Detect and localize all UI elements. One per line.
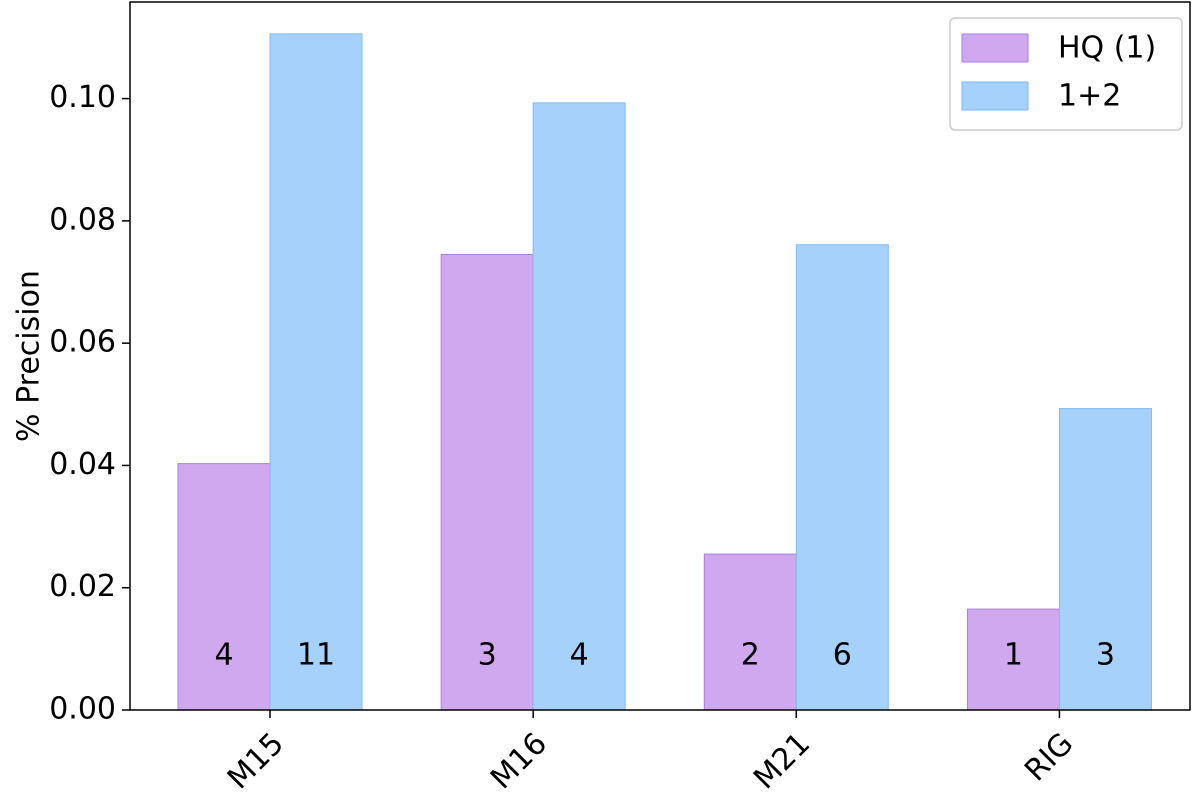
bar <box>532 102 626 711</box>
plot-frame <box>129 1 1191 711</box>
y-tick-label: 0.02 <box>49 569 116 604</box>
bar <box>177 463 271 711</box>
x-tick-label: M21 <box>747 726 817 796</box>
y-tick-label: 0.10 <box>49 80 116 115</box>
bar <box>703 553 797 711</box>
count-label: 2 <box>741 638 760 673</box>
count-label: 3 <box>478 638 497 673</box>
legend-label: HQ (1) <box>1058 31 1156 66</box>
bar <box>795 244 889 711</box>
count-label: 4 <box>214 638 233 673</box>
x-tick-label: M16 <box>484 726 554 796</box>
x-tick-label: M15 <box>221 726 291 796</box>
legend-label: 1+2 <box>1058 79 1121 114</box>
y-tick-label: 0.04 <box>49 447 116 482</box>
legend-swatch <box>961 33 1029 63</box>
count-label: 11 <box>297 638 335 673</box>
count-label: 4 <box>570 638 589 673</box>
legend: HQ (1) 1+2 <box>949 17 1183 131</box>
bar <box>269 33 363 711</box>
x-tick-label: RIG <box>1018 726 1080 788</box>
count-label: 1 <box>1004 638 1023 673</box>
count-label: 6 <box>833 638 852 673</box>
y-axis-label: % Precision <box>12 270 47 442</box>
count-label: 3 <box>1096 638 1115 673</box>
y-tick-label: 0.06 <box>49 325 116 360</box>
y-tick-label: 0.00 <box>49 692 116 727</box>
legend-swatch <box>961 81 1029 111</box>
y-tick-label: 0.08 <box>49 202 116 237</box>
